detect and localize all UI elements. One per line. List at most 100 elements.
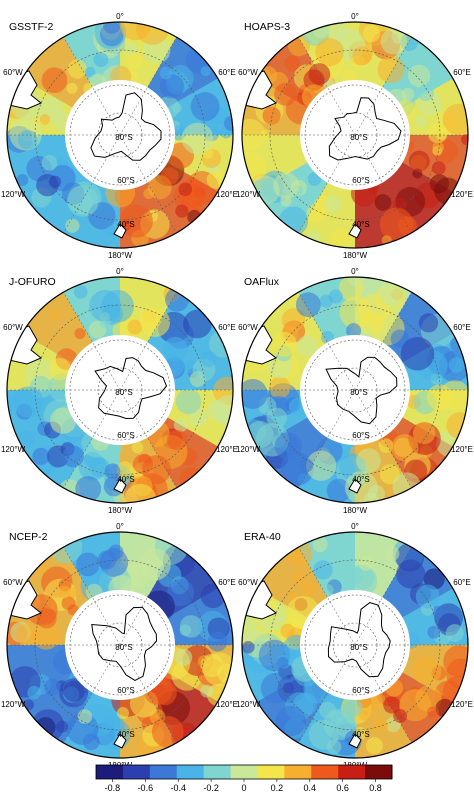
lat-label-80s: 80°S [350, 133, 367, 142]
meridian-line [64, 293, 121, 391]
meridian-line [64, 38, 121, 136]
lon-label-120e: 120°E [216, 190, 238, 199]
lon-label-120w: 120°W [1, 700, 26, 709]
lon-label-180w: 180°W [108, 251, 133, 260]
lon-label-0: 0° [351, 12, 359, 21]
colorbar-swatch [149, 765, 178, 779]
anomaly-patch [131, 441, 144, 454]
lon-label-120e: 120°E [216, 700, 238, 709]
anomaly-patch [423, 568, 445, 590]
anomaly-patch [374, 194, 392, 211]
anomaly-patch [401, 87, 415, 101]
anomaly-patch [178, 182, 193, 197]
anomaly-patch [61, 445, 84, 468]
meridian-line [299, 389, 356, 487]
anomaly-patch [352, 46, 372, 66]
map-panel-hoaps-3: HOAPS-3 0° 180°W 60°W 60°E 120°W 120°E 80°S 60°S… [236, 12, 473, 260]
anomaly-patch [112, 443, 123, 454]
anomaly-patch [308, 719, 339, 750]
colorbar: -0.8 -0.6 -0.4 -0.2 0 0.2 0.4 0.6 0.8 [95, 764, 393, 793]
lat-label-80s: 80°S [350, 388, 367, 397]
colorbar-tick-label: -0.4 [170, 783, 186, 793]
map-border [241, 531, 469, 759]
anomaly-patch [391, 434, 419, 462]
anomaly-patch [187, 209, 202, 225]
anomaly-patch [280, 623, 295, 639]
lon-label-60w: 60°W [238, 68, 258, 77]
anomaly-patch [58, 585, 71, 599]
anomaly-patch [365, 737, 383, 755]
anomaly-patch [273, 172, 300, 199]
lon-label-60e: 60°E [453, 578, 470, 587]
anomaly-patch [99, 548, 129, 577]
anomaly-patch [126, 52, 144, 69]
colorbar-tick-label: 0.6 [336, 783, 349, 793]
anomaly-patch [159, 74, 184, 99]
lon-label-120e: 120°E [451, 190, 473, 199]
australia-land [220, 198, 233, 216]
anomaly-patch [242, 640, 255, 654]
anomaly-patch [160, 167, 179, 186]
antarctica-coastline [91, 606, 158, 681]
map-border [6, 276, 234, 504]
anomaly-patch [313, 560, 333, 580]
anomaly-patch [41, 67, 68, 94]
anomaly-patch [207, 631, 228, 652]
anomaly-patch [418, 313, 439, 333]
lat-label-60s: 60°S [352, 176, 369, 185]
colorbar-swatch [230, 765, 258, 779]
anomaly-patch [200, 66, 211, 77]
map-panel-ncep-2: NCEP-20°180°W60°W60°E120°W120°E80°S60°S4… [1, 522, 238, 770]
lat-label-40s: 40°S [117, 220, 134, 229]
anomaly-patch [306, 450, 337, 481]
anomaly-patch [446, 412, 468, 439]
anomaly-field [7, 277, 233, 503]
anomaly-patch [322, 584, 334, 596]
anomaly-patch [400, 336, 435, 371]
anomaly-patch [414, 115, 427, 128]
lat-label-40s: 40°S [352, 220, 369, 229]
anomaly-patch [124, 42, 138, 56]
lon-label-0: 0° [351, 267, 359, 276]
colorbar-tick-label: -0.8 [105, 783, 121, 793]
anomaly-patch [344, 698, 363, 717]
anomaly-patch [275, 705, 306, 737]
anomaly-patch [39, 114, 51, 125]
panel-title: HOAPS-3 [244, 21, 290, 33]
anomaly-patch [89, 289, 121, 322]
colorbar-swatch [96, 765, 124, 779]
anomaly-field [242, 22, 468, 248]
lon-label-60w: 60°W [3, 323, 23, 332]
anomaly-patch [183, 309, 212, 339]
anomaly-patch [358, 555, 374, 571]
meridian-line [299, 644, 356, 742]
colorbar-swatch [257, 765, 285, 779]
anomaly-patch [296, 335, 318, 357]
lat-label-40s: 40°S [352, 730, 369, 739]
australia-land [455, 198, 468, 216]
australia-land [220, 708, 233, 726]
anomaly-patch [268, 376, 291, 399]
anomaly-patch [61, 596, 76, 611]
anomaly-patch [384, 546, 400, 562]
anomaly-patch [93, 52, 109, 68]
meridian-line [119, 644, 176, 742]
anomaly-patch [49, 308, 61, 321]
lon-label-120w: 120°W [1, 445, 26, 454]
anomaly-patch [274, 432, 303, 460]
antarctica-coastline [94, 357, 168, 420]
anomaly-patch [35, 717, 56, 738]
anomaly-patch [408, 150, 430, 172]
lon-label-60e: 60°E [453, 323, 470, 332]
anomaly-patch [213, 394, 233, 426]
anomaly-patch [67, 59, 87, 79]
anomaly-patch [347, 277, 363, 287]
panel-title: ERA-40 [244, 531, 281, 543]
anomaly-patch [116, 461, 133, 478]
anomaly-patch [448, 357, 465, 373]
new-zealand-land [348, 223, 362, 239]
anomaly-patch [291, 571, 307, 587]
map-panel-era-40: ERA-400°180°W60°W60°E120°W120°E80°S60°S4… [236, 522, 473, 770]
anomaly-patch [260, 672, 292, 704]
